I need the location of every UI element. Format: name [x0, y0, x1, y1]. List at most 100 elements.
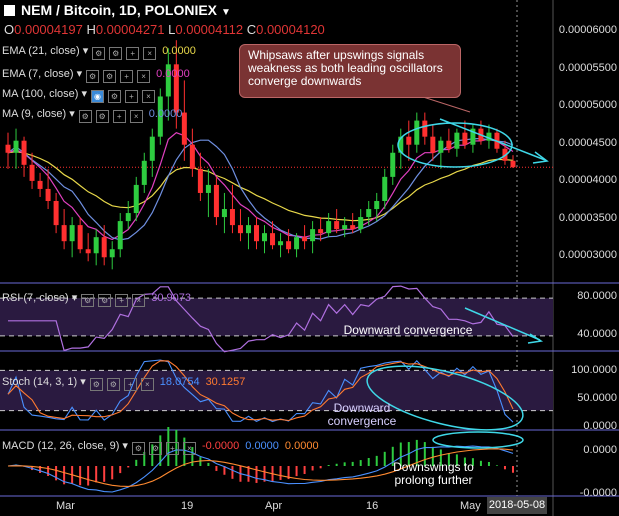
candle-body: [462, 132, 468, 145]
eye-icon[interactable]: ◉: [91, 90, 104, 103]
ohlc-low-value: 0.00004112: [175, 22, 244, 37]
gear-icon[interactable]: ⚙: [131, 442, 145, 455]
price-tick: 0.00005000: [558, 99, 617, 111]
add-icon[interactable]: +: [123, 378, 137, 391]
settings-icon[interactable]: ⚙: [109, 47, 123, 60]
close-icon[interactable]: ×: [143, 47, 157, 60]
symbol-title: NEM / Bitcoin, 1D, POLONIEX: [21, 2, 218, 18]
candle-body: [326, 221, 332, 234]
callout-pointer: [419, 95, 471, 113]
candle-body: [318, 229, 324, 234]
close-icon[interactable]: ×: [140, 378, 154, 391]
indicator-macd[interactable]: MACD (12, 26, close, 9) ▾ ⚙ ⚙ + × -0.0000 0.00…: [2, 440, 319, 455]
indicator-ma100[interactable]: MA (100, close) ▾ ◉ ⚙ + ×: [2, 87, 155, 103]
gear-icon[interactable]: ⚙: [86, 70, 100, 83]
macd-ellipse: [432, 431, 524, 449]
ohlc-close-key: C: [246, 22, 257, 37]
rsi-label: RSI (7, close): [2, 292, 69, 304]
candle-body: [189, 144, 195, 169]
current-date-label: 2018-05-08: [487, 497, 547, 514]
candle-body: [85, 249, 91, 254]
add-icon[interactable]: +: [112, 110, 126, 123]
macd-hist-value: -0.0000: [201, 440, 240, 452]
candle-body: [253, 225, 259, 242]
candle-body: [414, 120, 420, 145]
add-icon[interactable]: +: [115, 294, 129, 307]
ohlc-readout: O0.00004197 H0.00004271 L0.00004112 C0.0…: [4, 22, 325, 37]
indicator-ema21[interactable]: EMA (21, close) ▾ ⚙ ⚙ + × 0.0000: [2, 45, 196, 60]
candle-body: [294, 237, 300, 250]
candle-body: [229, 209, 235, 226]
indicator-ma9[interactable]: MA (9, close) ▾ ⚙ ⚙ + × 0.0000: [2, 108, 183, 123]
settings-icon[interactable]: ⚙: [98, 294, 112, 307]
candle-body: [133, 184, 139, 214]
chart-title[interactable]: NEM / Bitcoin, 1D, POLONIEX ▼: [4, 2, 231, 18]
macd-line: [7, 445, 514, 493]
candle-body: [181, 112, 187, 145]
close-icon[interactable]: ×: [182, 442, 196, 455]
stoch-tick: 0.0000: [583, 420, 617, 432]
ohlc-low-key: L: [168, 22, 176, 37]
x-tick: Apr: [265, 500, 283, 512]
candle-body: [93, 237, 99, 254]
stoch-tick: 100.0000: [571, 364, 617, 376]
settings-icon[interactable]: ⚙: [148, 442, 162, 455]
close-icon[interactable]: ×: [137, 70, 151, 83]
candle-body: [237, 225, 243, 234]
add-icon[interactable]: +: [125, 90, 138, 103]
candle-body: [486, 132, 492, 141]
rsi-tick: 40.0000: [577, 328, 617, 340]
rsi-band: [0, 298, 553, 336]
candle-body: [21, 140, 27, 165]
indicator-rsi[interactable]: RSI (7, close) ▾ ⚙ ⚙ + × 30.9073: [2, 292, 191, 307]
macd-tick: 0.0000: [583, 444, 617, 456]
macd-signal-line: [7, 448, 514, 487]
price-tick: 0.00003000: [558, 249, 617, 261]
price-tick: 0.00006000: [558, 24, 617, 36]
candle-body: [342, 225, 348, 230]
ma9-label: MA (9, close): [2, 108, 67, 120]
rsi-arrow: [464, 307, 541, 341]
candle-body: [278, 241, 284, 246]
candle-body: [334, 221, 340, 230]
price-tick: 0.00004500: [558, 137, 617, 149]
close-icon[interactable]: ×: [132, 294, 146, 307]
gear-icon[interactable]: ⚙: [108, 90, 121, 103]
ema21-label: EMA (21, close): [2, 45, 80, 57]
stoch-k-value: 18.0754: [159, 376, 200, 388]
candle-body: [101, 237, 107, 258]
ema7-label: EMA (7, close): [2, 68, 74, 80]
gear-icon[interactable]: ⚙: [89, 378, 103, 391]
close-icon[interactable]: ×: [142, 90, 155, 103]
candle-body: [510, 160, 516, 168]
candle-body: [374, 200, 380, 210]
gear-icon[interactable]: ⚙: [81, 294, 95, 307]
add-icon[interactable]: +: [126, 47, 140, 60]
candle-body: [205, 184, 211, 193]
ohlc-high-value: 0.00004271: [95, 22, 165, 37]
rsi-tick: 80.0000: [577, 290, 617, 302]
indicator-ema7[interactable]: EMA (7, close) ▾ ⚙ ⚙ + × 0.0000: [2, 68, 190, 83]
candle-body: [398, 136, 404, 153]
settings-icon[interactable]: ⚙: [106, 378, 120, 391]
macd-label: MACD (12, 26, close, 9): [2, 440, 120, 452]
candle-body: [406, 136, 412, 145]
ema21-value: 0.0000: [162, 45, 196, 57]
settings-icon[interactable]: ⚙: [95, 110, 109, 123]
stoch-ellipse: [366, 365, 524, 431]
candle-body: [45, 188, 51, 201]
gear-icon[interactable]: ⚙: [78, 110, 92, 123]
indicator-stoch[interactable]: Stoch (14, 3, 1) ▾ ⚙ ⚙ + × 18.0754 30.1257: [2, 376, 246, 391]
close-icon[interactable]: ×: [129, 110, 143, 123]
candle-body: [454, 132, 460, 149]
add-icon[interactable]: +: [165, 442, 179, 455]
add-icon[interactable]: +: [120, 70, 134, 83]
gear-icon[interactable]: ⚙: [92, 47, 106, 60]
stoch-label: Stoch (14, 3, 1): [2, 376, 78, 388]
candle-body: [358, 217, 364, 230]
settings-icon[interactable]: ⚙: [103, 70, 117, 83]
chevron-down-icon[interactable]: ▼: [221, 7, 231, 18]
candle-body: [350, 225, 356, 230]
candle-body: [149, 136, 155, 161]
